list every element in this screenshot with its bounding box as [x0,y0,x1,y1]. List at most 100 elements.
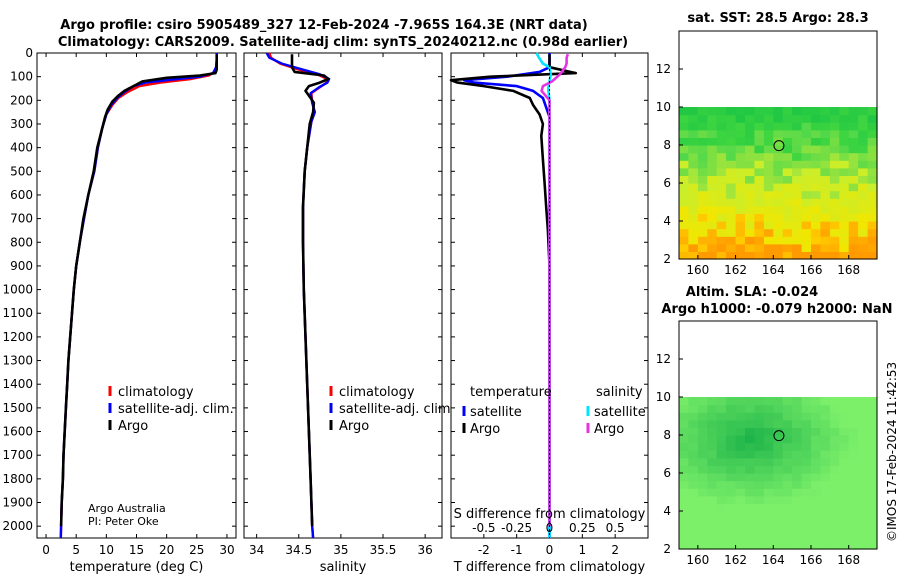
heatmap-cell [707,167,718,176]
heatmap-cell [792,526,803,535]
heatmap-cell [773,442,784,451]
heatmap-cell [745,427,755,436]
heatmap-cell [697,198,708,207]
heatmap-cell [829,435,840,444]
depth-tick-label: 100 [10,70,33,84]
heatmap-cell [735,175,746,184]
heatmap-cell [688,457,699,466]
heatmap-cell [707,442,718,451]
heatmap-cell [867,114,878,123]
heatmap-cell [848,122,859,131]
heatmap-cell [763,541,774,550]
heatmap-cell [763,427,774,436]
heatmap-cell [735,183,746,192]
heatmap-cell [811,243,821,252]
heatmap-cell [716,137,727,146]
heatmap-cell [801,175,812,184]
map-x-tick-label: 168 [837,553,860,567]
heatmap-cell [726,183,737,192]
heatmap-cell [745,435,755,444]
heatmap-cell [763,236,774,245]
heatmap-cell [858,183,869,192]
heatmap-cell [829,122,840,131]
heatmap-cell [716,175,727,184]
heatmap-cell [773,152,784,161]
heatmap-cell [820,167,831,176]
heatmap-cell [726,129,737,138]
heatmap-cell [679,533,689,542]
heatmap-cell [707,137,718,146]
heatmap-cell [763,450,774,459]
heatmap-cell [773,160,784,169]
heatmap-cell [735,198,746,207]
depth-tick-label: 1200 [2,330,33,344]
heatmap-cell [820,213,831,222]
heatmap-cell [754,465,765,474]
heatmap-cell [839,480,850,489]
s-tick-label: 0 [546,521,554,535]
s-tick-label: -0.25 [501,521,532,535]
heatmap-cell [735,145,746,154]
heatmap-cell [792,137,803,146]
heatmap-cell [820,114,831,123]
heatmap-cell [801,518,812,527]
heatmap-cell [858,122,869,131]
heatmap-cell [726,412,737,421]
heatmap-cell [829,175,840,184]
heatmap-cell [679,221,689,230]
heatmap-cell [858,450,869,459]
heatmap-cell [735,190,746,199]
heatmap-cell [707,511,718,520]
heatmap-cell [811,397,821,406]
heatmap-cell [792,152,803,161]
heatmap-cell [848,228,859,237]
heatmap-cell [754,435,765,444]
heatmap-cell [679,412,689,421]
heatmap-cell [716,114,727,123]
heatmap-cell [679,526,689,535]
heatmap-cell [811,114,821,123]
heatmap-cell [763,442,774,451]
heatmap-cell [763,533,774,542]
map-x-tick-label: 160 [686,263,709,277]
heatmap-cell [726,145,737,154]
heatmap-cell [735,251,746,260]
heatmap-cell [745,205,755,214]
heatmap-cell [773,397,784,406]
heatmap-cell [792,518,803,527]
x-axis-label: T difference from climatology [453,560,646,575]
heatmap-cell [697,145,708,154]
heatmap-cell [707,419,718,428]
series-line-s-satellite [535,52,553,538]
heatmap-cell [679,541,689,550]
heatmap-cell [688,145,699,154]
heatmap-cell [867,404,878,413]
heatmap-cell [726,205,737,214]
heatmap-cell [839,129,850,138]
heatmap-cell [829,495,840,504]
heatmap-cell [679,228,689,237]
heatmap-cell [688,160,699,169]
x-tick-label: 34.5 [285,543,312,557]
heatmap-cell [726,167,737,176]
heatmap-cell [867,183,878,192]
heatmap-cell [745,511,755,520]
heatmap-cell [782,442,793,451]
heatmap-cell [726,457,737,466]
heatmap-cell [754,427,765,436]
heatmap-cell [679,404,689,413]
heatmap-cell [782,145,793,154]
depth-tick-label: 400 [10,141,33,155]
heatmap-cell [867,473,878,482]
map-y-tick-label: 2 [663,252,671,266]
heatmap-cell [745,228,755,237]
heatmap-cell [773,435,784,444]
heatmap-cell [716,480,727,489]
heatmap-cell [679,137,689,146]
salinity-panel: 34 34.5 35 35.5 36 salinity climatology satelli… [243,52,455,575]
heatmap-cell [792,533,803,542]
heatmap-cell [735,152,746,161]
heatmap-cell [782,397,793,406]
heatmap-cell [867,397,878,406]
heatmap-cell [820,236,831,245]
